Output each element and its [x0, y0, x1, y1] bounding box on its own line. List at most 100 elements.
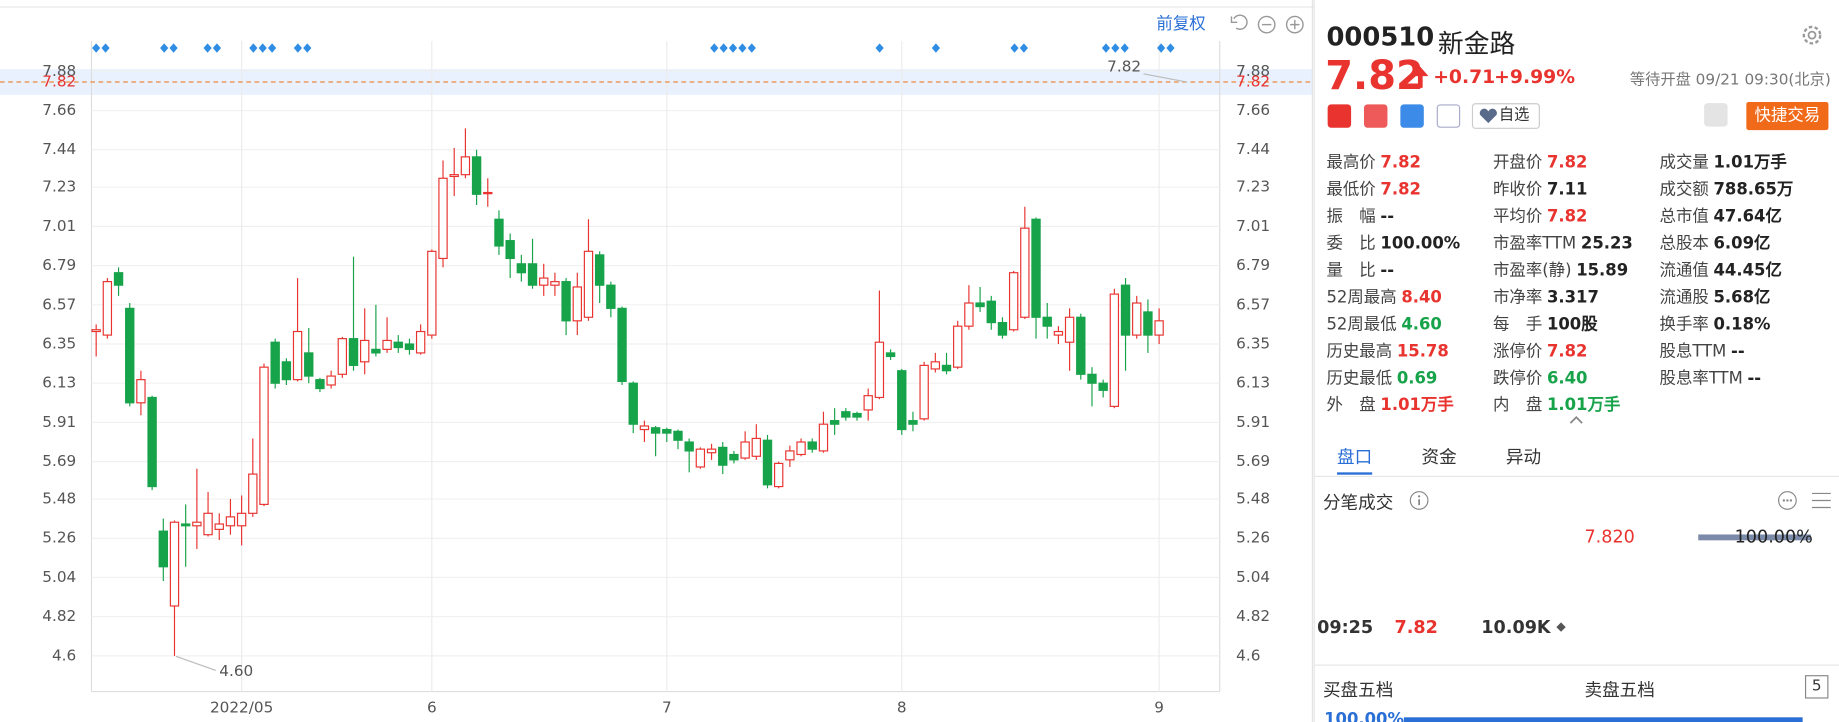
event-marker [931, 43, 941, 53]
candle [225, 499, 236, 535]
candle-body [841, 411, 851, 418]
y-tick-label-right: 6.79 [1236, 256, 1270, 274]
event-marker [1111, 43, 1120, 53]
candle [136, 370, 146, 416]
tab[interactable]: 盘口 [1337, 446, 1373, 468]
stock-name: 新金路 [1437, 30, 1516, 60]
candle [673, 429, 683, 450]
stat: 总股本 6.09亿 [1660, 231, 1771, 254]
ask-title: 卖盘五档 [1584, 679, 1655, 701]
candle-body [125, 307, 135, 404]
candle [684, 438, 694, 473]
stat-value: 5.68亿 [1713, 288, 1771, 308]
candle-body [1008, 272, 1019, 331]
trade-volume: 10.09K [1481, 616, 1551, 638]
watch-button[interactable]: 自选 [1471, 103, 1540, 129]
candle [214, 513, 224, 541]
x-tick-label: 2022/05 [210, 698, 273, 716]
levels-button[interactable]: 5 [1804, 675, 1829, 699]
candle-body [762, 439, 773, 486]
y-tick-label: 5.91 [42, 413, 76, 431]
trade-button[interactable]: 快捷交易 [1746, 101, 1829, 131]
candle-body [516, 263, 527, 274]
candle-body [471, 156, 482, 195]
candle-body [729, 453, 739, 461]
tab[interactable]: 异动 [1505, 446, 1542, 468]
candle [1098, 379, 1108, 398]
candle [650, 425, 661, 457]
candle [785, 445, 795, 467]
candle-body [147, 396, 157, 488]
candle-body [594, 254, 605, 286]
stat-value: 15.78 [1396, 342, 1449, 362]
candle [1087, 367, 1097, 407]
stat-label: 每 手 [1493, 315, 1543, 335]
candle [1132, 295, 1142, 339]
stat-label: 跌停价 [1493, 369, 1543, 388]
stat-label: 振 幅 [1326, 207, 1376, 227]
stat-label: 市盈率TTM [1493, 234, 1577, 254]
stat: 成交量 1.01万手 [1660, 150, 1787, 173]
stat: 量 比 -- [1326, 258, 1394, 281]
event-marker [1120, 43, 1129, 53]
alert-icon[interactable] [1704, 103, 1728, 127]
event-marker [719, 43, 728, 53]
candle [773, 461, 784, 489]
candle-body [997, 322, 1008, 336]
settings-icon[interactable] [1800, 23, 1823, 46]
stat-value: 4.60 [1401, 315, 1442, 335]
event-marker [267, 43, 277, 53]
y-tick-label-right: 7.88 [1236, 62, 1270, 80]
collapse-icon[interactable] [1568, 415, 1584, 424]
tab[interactable]: 资金 [1421, 446, 1457, 468]
reset-icon[interactable] [1230, 14, 1248, 30]
zoom-out-icon[interactable] [1257, 15, 1276, 34]
candle-body [785, 450, 795, 461]
y-tick-label-right: 5.91 [1236, 413, 1270, 431]
candle-body [393, 341, 403, 349]
candle-body [628, 382, 638, 425]
adjust-button[interactable]: 前复权 [1156, 14, 1205, 33]
stat-label: 量 比 [1326, 261, 1376, 281]
candle-body [427, 250, 437, 336]
candle [997, 317, 1008, 339]
candle-body [292, 330, 303, 381]
info-icon[interactable] [1409, 490, 1430, 511]
stat: 52周最高 8.40 [1326, 285, 1441, 308]
ticks-tools[interactable] [1777, 489, 1836, 512]
stat: 市盈率(静) 15.89 [1493, 258, 1628, 281]
y-tick-label: 6.13 [42, 374, 76, 392]
stat-value: 100股 [1546, 315, 1598, 335]
candle [1143, 299, 1153, 353]
candle-body [449, 174, 459, 178]
tag-icon [1400, 104, 1424, 128]
zoom-in-icon[interactable] [1285, 15, 1304, 34]
stat: 最高价 7.82 [1326, 150, 1420, 173]
flag-icon [1327, 104, 1352, 128]
stat-label: 52周最高 [1326, 288, 1397, 308]
candle-body [561, 281, 571, 322]
event-marker [101, 43, 110, 53]
tick-ratio-bar [1698, 534, 1811, 541]
quote-panel: 000510 新金路 7.82 +0.71 +9.99% 等待开盘 09/21 … [1313, 0, 1839, 722]
y-tick-label: 7.88 [42, 62, 76, 80]
candle [169, 520, 180, 656]
candle-body [662, 428, 672, 434]
candle-body [1031, 218, 1041, 318]
candle [404, 338, 415, 355]
stat: 涨停价 7.82 [1493, 339, 1587, 362]
stat: 历史最低 0.69 [1326, 366, 1437, 389]
y-tick-label: 6.35 [42, 335, 76, 353]
candle-body [158, 530, 168, 568]
candle-body [908, 420, 918, 425]
candle-body [1154, 320, 1164, 336]
candle [125, 303, 135, 407]
candle-body [382, 339, 392, 350]
event-marker [160, 43, 169, 53]
chart: 前复权 4.6 4.6 4.82 4.82 5.04 5.04 5.26 5.26 5.48 5.… [0, 0, 1314, 722]
market-status: 等待开盘 09/21 09:30(北京) [1629, 71, 1831, 90]
y-tick-label: 7.23 [42, 178, 76, 196]
candle-body [975, 302, 985, 308]
candle [953, 320, 963, 369]
candle-body [807, 441, 817, 450]
